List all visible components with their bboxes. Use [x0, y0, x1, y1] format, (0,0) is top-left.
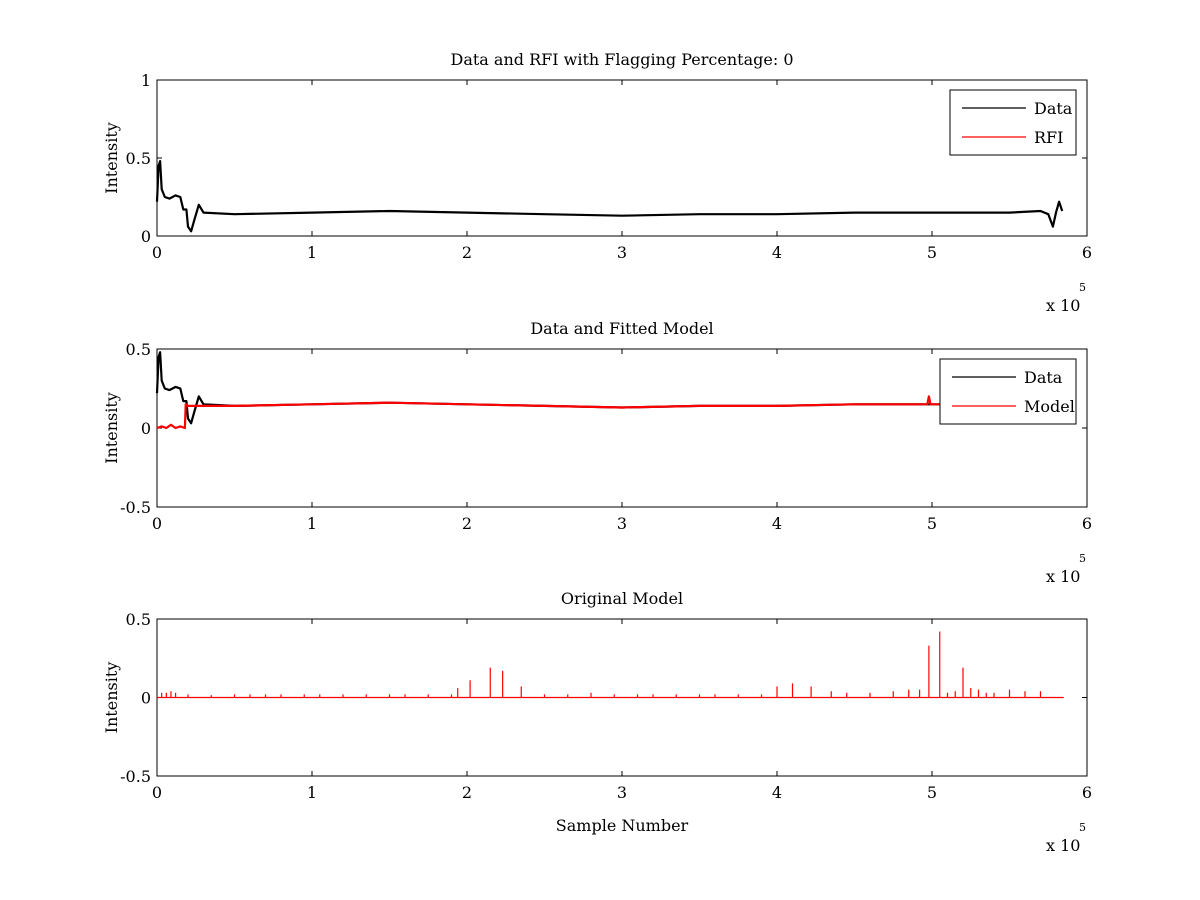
x-tick-label: 3 [617, 783, 627, 802]
y-tick-label: 0.5 [126, 149, 151, 168]
series-line-model [156, 395, 948, 430]
y-tick-label: 0 [141, 689, 151, 708]
legend-label: Data [1024, 368, 1063, 387]
x-tick-label: 3 [617, 243, 627, 262]
legend-label: RFI [1034, 128, 1063, 147]
y-tick-label: -0.5 [120, 767, 151, 786]
x-tick-label: 2 [462, 783, 472, 802]
legend-label: Data [1034, 99, 1073, 118]
plot-2-title: Data and Fitted Model [530, 319, 713, 338]
legend-label: Model [1024, 397, 1075, 416]
x-tick-label: 0 [152, 243, 162, 262]
x-scale-multiplier: x 10 [1046, 296, 1080, 315]
y-tick-label: -0.5 [120, 498, 151, 517]
y-tick-label: 1 [141, 71, 151, 90]
x-tick-label: 6 [1082, 243, 1092, 262]
legend-box [949, 89, 1077, 156]
x-scale-exponent: 5 [1079, 552, 1086, 565]
x-tick-label: 1 [307, 243, 317, 262]
y-tick-label: 0 [141, 419, 151, 438]
series-line-data [155, 160, 1064, 233]
x-tick-label: 2 [462, 243, 472, 262]
x-tick-label: 1 [307, 514, 317, 533]
x-tick-label: 0 [152, 783, 162, 802]
x-tick-label: 4 [772, 514, 782, 533]
series-line-data [155, 351, 948, 425]
x-scale-exponent: 5 [1079, 821, 1086, 834]
x-scale-exponent: 5 [1079, 281, 1086, 294]
x-tick-label: 3 [617, 514, 627, 533]
plot-1-ylabel: Intensity [102, 122, 121, 194]
plot-3-title: Original Model [561, 589, 683, 608]
plot-3-ylabel: Intensity [102, 662, 121, 734]
x-tick-label: 0 [152, 514, 162, 533]
y-tick-label: 0.5 [126, 340, 151, 359]
y-tick-label: 0 [141, 227, 151, 246]
x-tick-label: 5 [927, 243, 937, 262]
x-tick-label: 2 [462, 514, 472, 533]
legend-box [939, 358, 1077, 425]
x-tick-label: 1 [307, 783, 317, 802]
x-tick-label: 5 [927, 514, 937, 533]
x-tick-label: 4 [772, 783, 782, 802]
plot-2-ylabel: Intensity [102, 392, 121, 464]
x-scale-multiplier: x 10 [1046, 836, 1080, 855]
plot-1-title: Data and RFI with Flagging Percentage: 0 [450, 50, 793, 69]
x-tick-label: 5 [927, 783, 937, 802]
x-tick-label: 6 [1082, 514, 1092, 533]
plot-3-xlabel: Sample Number [556, 816, 689, 835]
x-scale-multiplier: x 10 [1046, 567, 1080, 586]
x-tick-label: 6 [1082, 783, 1092, 802]
y-tick-label: 0.5 [126, 610, 151, 629]
x-tick-label: 4 [772, 243, 782, 262]
